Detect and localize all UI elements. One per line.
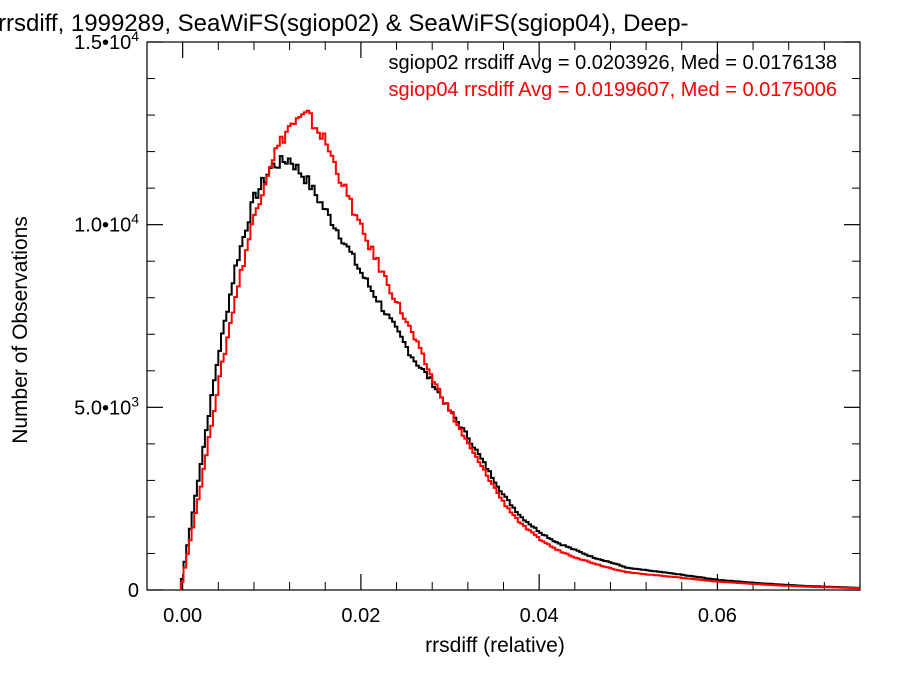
x-tick-label: 0.02 [341,605,380,627]
chart-title: rrsdiff, 1999289, SeaWiFS(sgiop02) & Sea… [0,10,689,37]
series-layer [179,109,860,590]
plot-frame [146,41,861,591]
y-tick-label: 1.0•104 [74,211,139,237]
legend: sgiop02 rrsdiff Avg = 0.0203926, Med = 0… [389,52,838,101]
x-axis-label: rrsdiff (relative) [425,634,565,657]
legend-entry-sgiop02: sgiop02 rrsdiff Avg = 0.0203926, Med = 0… [389,52,838,74]
y-axis-label: Number of Observations [9,216,32,444]
y-tick-label: 1.5•104 [74,28,139,54]
x-tick-label: 0.06 [698,605,737,627]
y-tick-label: 0 [128,580,139,602]
y-axis: 0 5.0•103 1.0•104 1.5•104 [74,28,860,602]
y-tick-label: 5.0•103 [74,393,139,419]
series-line-sgiop02 [179,155,860,590]
x-tick-label: 0.04 [520,605,559,627]
x-tick-label: 0.00 [163,605,202,627]
x-axis: 0.00 0.02 0.04 0.06 [146,42,825,627]
series-line-sgiop04 [179,109,860,590]
legend-entry-sgiop04: sgiop04 rrsdiff Avg = 0.0199607, Med = 0… [389,79,838,101]
